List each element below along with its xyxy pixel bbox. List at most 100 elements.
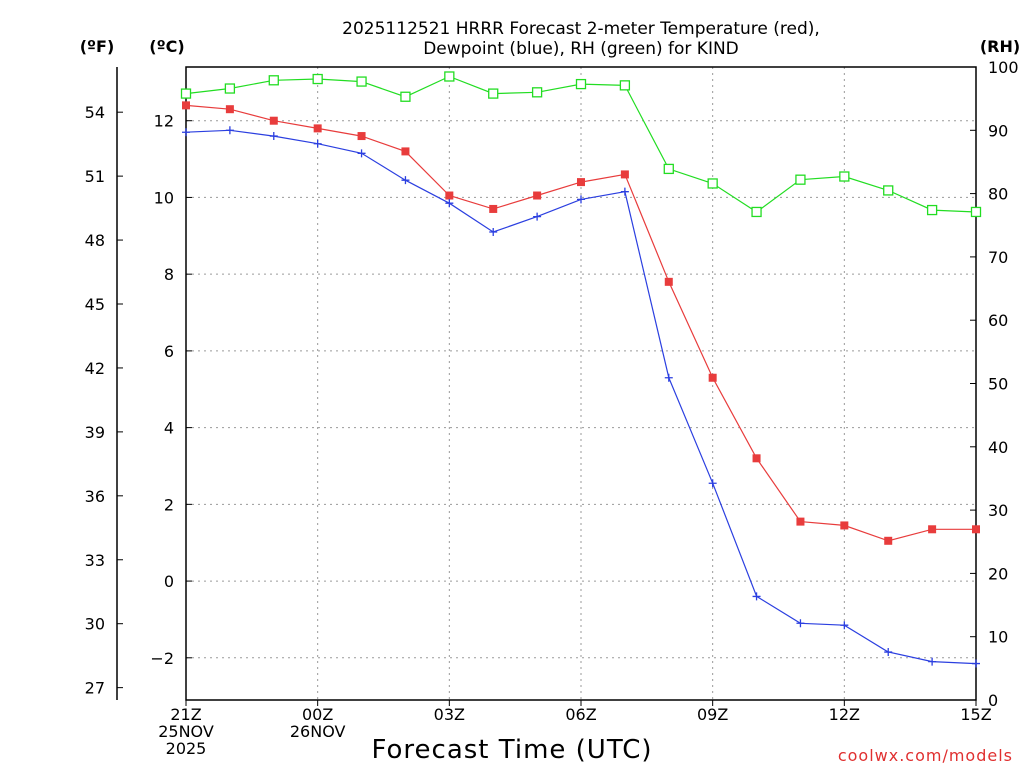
celsius-tick-label: 10: [154, 188, 174, 207]
rh-tick-label: 0: [988, 691, 998, 710]
rh-tick-label: 90: [988, 121, 1008, 140]
fahrenheit-tick-label: 33: [85, 551, 105, 570]
dewpoint-point: [972, 659, 980, 668]
relative-humidity-line: [185, 75, 977, 213]
relative-humidity-point: [707, 178, 718, 189]
celsius-tick-label: 2: [164, 495, 174, 514]
relative-humidity-point: [444, 71, 455, 82]
relative-humidity-point: [268, 75, 279, 86]
dewpoint-point: [577, 195, 585, 204]
dewpoint-point: [269, 132, 278, 141]
dewpoint-point: [796, 619, 805, 628]
fahrenheit-tick-label: 30: [85, 615, 105, 634]
relative-humidity-point: [531, 87, 543, 98]
fahrenheit-tick-label: 51: [85, 167, 105, 186]
relative-humidity-point: [356, 76, 367, 87]
celsius-tick-label: 0: [164, 572, 174, 591]
fahrenheit-unit-label: (ºF): [80, 37, 115, 56]
2-meter-temperature-point: [840, 521, 849, 530]
relative-humidity-point: [400, 91, 411, 102]
rh-tick-label: 30: [988, 501, 1008, 520]
rh-tick-label: 80: [988, 185, 1008, 204]
celsius-tick-label: 4: [164, 419, 174, 438]
dewpoint-point: [182, 128, 190, 137]
dewpoint-point: [840, 621, 849, 630]
relative-humidity-point: [970, 206, 982, 218]
fahrenheit-tick-label: 42: [85, 359, 105, 378]
rh-unit-label: (RH): [980, 37, 1020, 56]
rh-tick-label: 20: [988, 564, 1008, 583]
2-meter-temperature-point: [225, 105, 234, 114]
x-axis-label: Forecast Time (UTC): [371, 735, 652, 765]
grid-layer: [186, 67, 976, 700]
2-meter-temperature-point: [708, 373, 717, 382]
chart-title-line-2: Dewpoint (blue), RH (green) for KIND: [423, 39, 739, 59]
x-tick-date-label: 26NOV: [290, 722, 346, 741]
celsius-unit-label: (ºC): [149, 37, 184, 56]
x-tick-label: 06Z: [565, 705, 596, 724]
2-meter-temperature-point: [269, 116, 278, 125]
dewpoint-point: [225, 126, 234, 135]
relative-humidity-point: [575, 78, 587, 90]
dewpoint-point: [620, 187, 629, 196]
relative-humidity-point: [488, 88, 499, 99]
relative-humidity-point: [180, 88, 192, 99]
x-tick-label: 21Z: [170, 705, 201, 724]
2-meter-temperature-point: [620, 170, 629, 179]
relative-humidity-point: [619, 80, 631, 91]
2-meter-temperature-point: [972, 525, 980, 534]
plot-frame: [185, 66, 977, 701]
rh-tick-label: 70: [988, 248, 1008, 267]
dewpoint-point: [313, 139, 322, 148]
2-meter-temperature-point: [489, 204, 498, 213]
dewpoint-point: [884, 648, 893, 657]
2-meter-temperature-point: [401, 147, 410, 156]
relative-humidity-point: [751, 206, 762, 218]
x-tick-label: 09Z: [697, 705, 728, 724]
dewpoint-point: [445, 199, 454, 208]
2-meter-temperature-point: [533, 191, 542, 200]
relative-humidity-point: [883, 185, 894, 196]
series-layer: [180, 71, 982, 668]
chart-title-line-1: 2025112521 HRRR Forecast 2-meter Tempera…: [342, 19, 820, 39]
fahrenheit-tick-label: 48: [85, 231, 105, 250]
x-tick-label: 12Z: [829, 705, 860, 724]
2-meter-temperature-point: [445, 191, 454, 200]
rh-tick-label: 40: [988, 438, 1008, 457]
2-meter-temperature-point: [752, 454, 761, 463]
fahrenheit-tick-label: 27: [85, 679, 105, 698]
relative-humidity-point: [795, 174, 806, 185]
dewpoint-point: [533, 212, 542, 221]
credit-label: coolwx.com/models: [838, 746, 1013, 765]
x-tick-label: 00Z: [302, 705, 333, 724]
x-tick-label: 03Z: [434, 705, 465, 724]
relative-humidity-point: [224, 83, 236, 94]
celsius-tick-label: 6: [164, 342, 174, 361]
rh-tick-label: 10: [988, 628, 1008, 647]
rh-tick-label: 50: [988, 375, 1008, 394]
dewpoint-point: [708, 479, 717, 488]
x-tick-year-label: 2025: [166, 739, 207, 758]
relative-humidity-point: [926, 204, 938, 216]
relative-humidity-point: [839, 171, 850, 182]
relative-humidity-point: [663, 163, 674, 175]
rh-tick-label: 60: [988, 311, 1008, 330]
2-meter-temperature-point: [357, 132, 366, 141]
fahrenheit-tick-label: 39: [85, 423, 105, 442]
2-meter-temperature-point: [796, 517, 805, 526]
2-meter-temperature-point: [664, 277, 673, 286]
2-meter-temperature-point: [928, 525, 937, 534]
celsius-tick-label: 12: [154, 112, 174, 131]
2-meter-temperature-point: [182, 101, 190, 110]
dewpoint-point: [752, 592, 761, 601]
dewpoint-point: [357, 149, 366, 158]
x-tick-label: 15Z: [960, 705, 991, 724]
dewpoint-point: [489, 227, 498, 236]
relative-humidity-point: [312, 73, 323, 85]
fahrenheit-tick-label: 36: [85, 487, 105, 506]
dewpoint-point: [928, 657, 937, 666]
fahrenheit-tick-label: 54: [85, 103, 105, 122]
2-meter-temperature-point: [577, 178, 585, 187]
